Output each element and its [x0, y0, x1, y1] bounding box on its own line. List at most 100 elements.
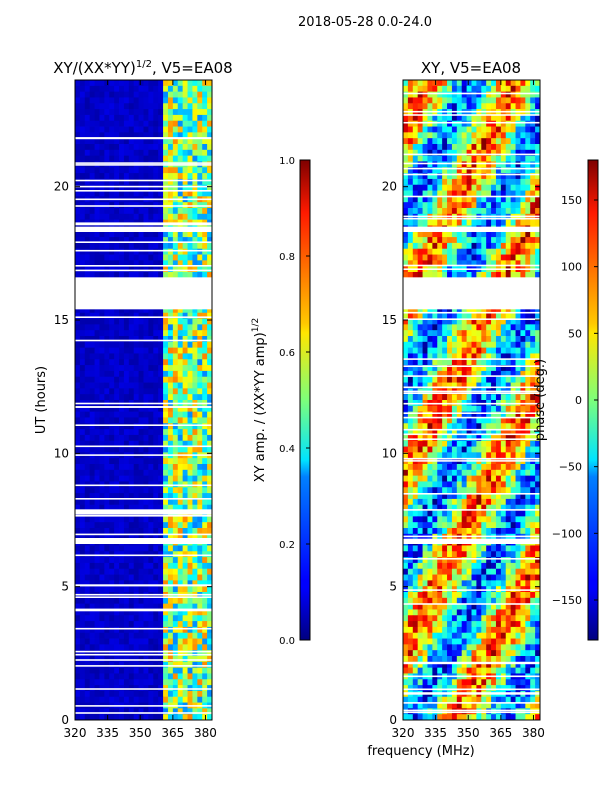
heatmap-cell [182, 638, 188, 645]
flagged-line [75, 688, 212, 690]
heatmap-cell [182, 144, 188, 151]
heatmap-cell [505, 138, 512, 145]
heatmap-cell [128, 132, 135, 139]
heatmap-cell [535, 324, 540, 331]
heatmap-cell [167, 405, 174, 413]
heatmap-cell [79, 208, 86, 215]
heatmap-cell [94, 365, 100, 372]
heatmap-cell [79, 184, 86, 191]
heatmap-cell [114, 155, 120, 162]
heatmap-cell [167, 446, 174, 453]
heatmap-cell [158, 254, 164, 261]
heatmap-cell [99, 126, 105, 133]
heatmap-cell [437, 132, 443, 139]
heatmap-cell [133, 266, 139, 273]
heatmap-cell [123, 126, 130, 133]
heatmap-cell [481, 330, 487, 337]
heatmap-cell [128, 673, 135, 680]
heatmap-cell [75, 632, 81, 639]
heatmap-cell [417, 120, 423, 127]
heatmap-cell [207, 423, 212, 430]
heatmap-cell [128, 522, 135, 529]
heatmap-cell [192, 498, 198, 506]
heatmap-cell [109, 516, 115, 523]
heatmap-cell [104, 405, 110, 413]
heatmap-cell [471, 167, 477, 174]
heatmap-cell [182, 551, 188, 558]
heatmap-cell [138, 667, 144, 674]
heatmap-cell [172, 85, 179, 93]
heatmap-cell [123, 690, 130, 698]
heatmap-cell [133, 237, 139, 244]
heatmap-cell [148, 405, 154, 413]
heatmap-cell [525, 272, 531, 279]
heatmap-cell [495, 80, 502, 87]
heatmap-cell [94, 557, 100, 564]
heatmap-cell [89, 97, 95, 104]
heatmap-cell [133, 603, 139, 610]
heatmap-cell [172, 208, 179, 215]
heatmap-cell [427, 411, 433, 418]
heatmap-cell [89, 516, 95, 523]
heatmap-cell [89, 318, 95, 325]
heatmap-cell [79, 714, 86, 720]
flagged-line [75, 608, 212, 611]
heatmap-cell [481, 353, 487, 360]
heatmap-cell [525, 324, 531, 331]
heatmap-cell [530, 318, 536, 325]
heatmap-cell [153, 266, 159, 273]
heatmap-cell [128, 149, 135, 157]
heatmap-cell [75, 213, 81, 221]
phase-heatmap [403, 80, 540, 720]
heatmap-cell [99, 248, 105, 255]
heatmap-cell [530, 219, 536, 226]
heatmap-cell [202, 464, 208, 471]
heatmap-cell [422, 394, 428, 401]
heatmap-cell [138, 324, 144, 331]
heatmap-cell [412, 202, 419, 209]
heatmap-cell [442, 114, 448, 122]
heatmap-cell [153, 434, 159, 442]
heatmap-cell [89, 440, 95, 447]
heatmap-cell [515, 138, 521, 145]
heatmap-cell [79, 382, 86, 389]
heatmap-cell [89, 382, 95, 389]
heatmap-cell [192, 190, 198, 197]
heatmap-cell [202, 656, 208, 663]
heatmap-cell [138, 132, 144, 139]
heatmap-cell [163, 545, 169, 552]
heatmap-cell [158, 149, 164, 157]
heatmap-cell [163, 586, 169, 593]
heatmap-cell [505, 97, 512, 104]
heatmap-cell [153, 359, 159, 366]
heatmap-cell [138, 306, 144, 314]
heatmap-cell [177, 644, 184, 651]
heatmap-cell [530, 382, 536, 389]
heatmap-cell [84, 103, 91, 110]
heatmap-cell [172, 370, 179, 378]
heatmap-cell [422, 85, 428, 93]
amplitude-panel: XY/(XX*YY)1/2, V5=EA08 320 335 350 365 38005… [34, 59, 233, 740]
flagged-line [75, 454, 212, 456]
heatmap-cell [182, 429, 188, 436]
heatmap-cell [84, 411, 91, 418]
heatmap-cell [99, 114, 105, 122]
heatmap-cell [114, 411, 120, 418]
heatmap-cell [114, 417, 120, 424]
heatmap-cell [451, 353, 458, 360]
heatmap-cell [202, 626, 208, 634]
heatmap-cell [456, 370, 463, 378]
heatmap-cell [114, 528, 120, 535]
heatmap-cell [138, 382, 144, 389]
heatmap-cell [109, 562, 115, 570]
heatmap-cell [128, 109, 135, 116]
heatmap-cell [197, 632, 203, 639]
heatmap-cell [123, 574, 130, 581]
heatmap-cell [119, 568, 125, 575]
heatmap-cell [143, 562, 149, 570]
heatmap-cell [148, 522, 154, 529]
heatmap-cell [197, 353, 203, 360]
heatmap-cell [94, 487, 100, 494]
heatmap-cell [143, 434, 149, 442]
heatmap-cell [148, 114, 154, 122]
